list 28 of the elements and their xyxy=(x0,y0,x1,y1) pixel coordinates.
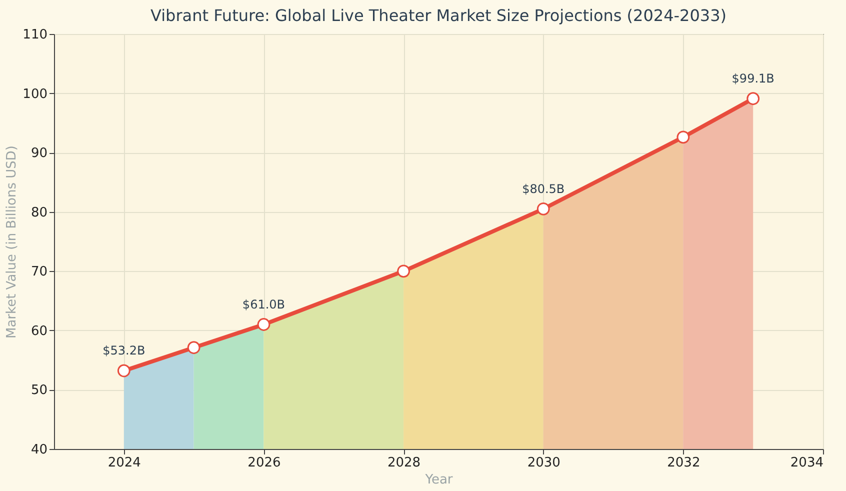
x-tick-label: 2026 xyxy=(248,456,281,470)
y-tick-label: 60 xyxy=(30,324,48,339)
x-tick-label: 2024 xyxy=(108,456,141,470)
point xyxy=(117,364,130,378)
point xyxy=(746,92,760,106)
data-label: $99.1B xyxy=(732,72,774,86)
y-tick-label: 40 xyxy=(30,442,48,458)
chart-title: Vibrant Future: Global Live Theater Market Size Projections (2024-2033) xyxy=(150,6,726,25)
x-tick-label: 2028 xyxy=(388,456,421,470)
data-label: $80.5B xyxy=(522,182,565,196)
x-tick-label: 2034 xyxy=(790,456,824,470)
y-tick-label: 110 xyxy=(22,28,48,42)
y-tick-label: 90 xyxy=(30,146,48,162)
y-tick-label: 70 xyxy=(30,264,48,280)
point xyxy=(676,130,690,144)
y-tick-label: 80 xyxy=(30,205,48,220)
point xyxy=(536,202,550,216)
y-tick-label: 50 xyxy=(30,383,48,398)
y-axis-title: Market Value (in Billions USD) xyxy=(4,145,20,339)
y-tick-label: 100 xyxy=(22,86,48,102)
x-axis-title: Year xyxy=(424,472,454,488)
point xyxy=(187,341,200,354)
data-label: $53.2B xyxy=(102,344,146,358)
data-label: $61.0B xyxy=(242,298,286,312)
x-tick-label: 2030 xyxy=(527,456,560,470)
point xyxy=(257,318,270,331)
x-tick-label: 2032 xyxy=(667,456,700,470)
point xyxy=(397,264,410,278)
